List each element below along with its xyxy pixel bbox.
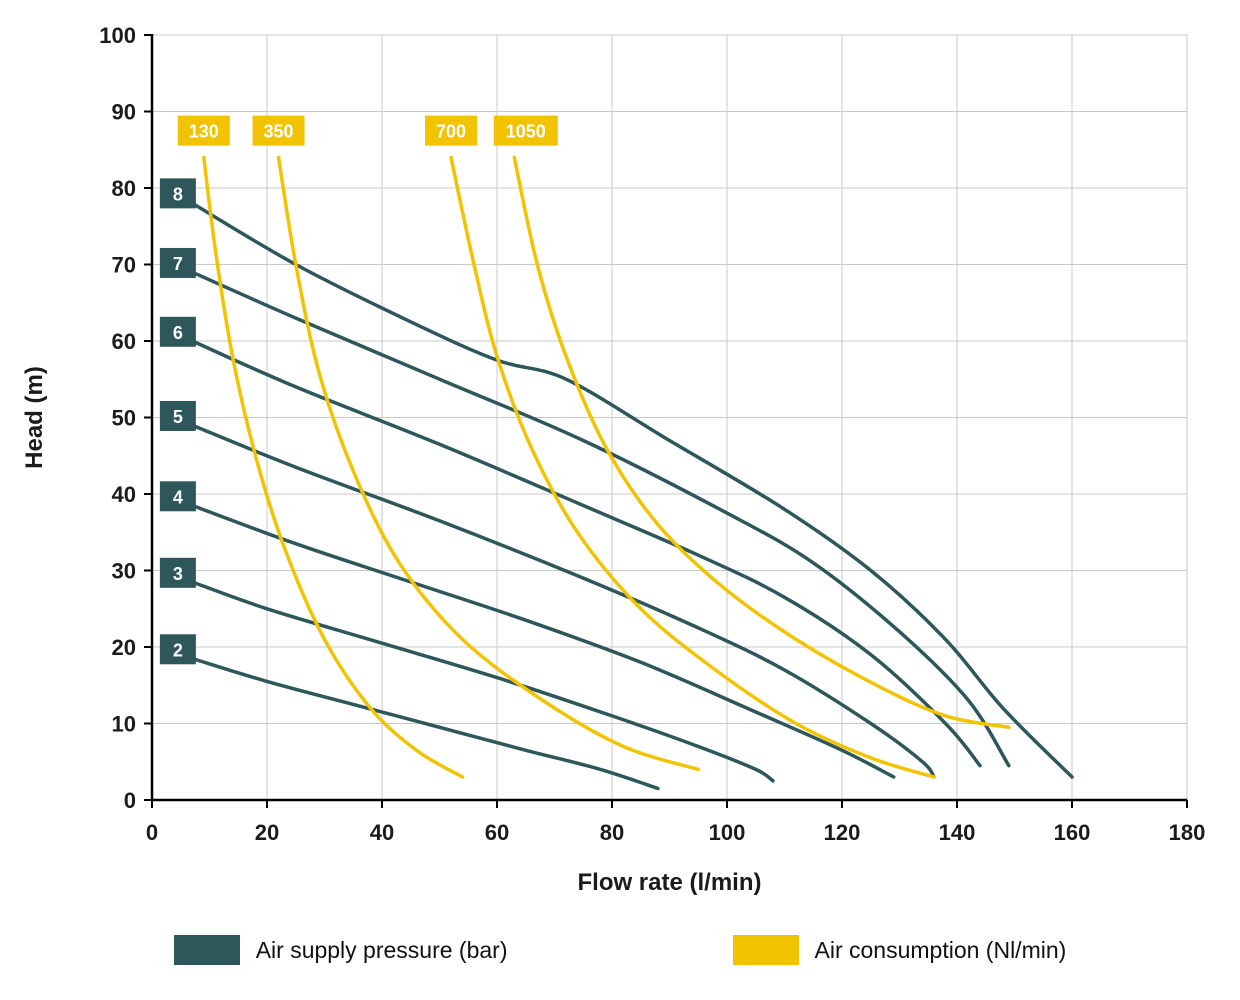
curve-consumption-1050 <box>512 155 1011 730</box>
x-tick-label: 180 <box>1169 820 1206 845</box>
curve-label-box-6 <box>159 316 196 347</box>
x-tick-label: 20 <box>255 820 279 845</box>
curve-consumption-700 <box>449 155 936 779</box>
curve-pressure-5 <box>190 423 936 779</box>
curve-label-box-8 <box>159 178 196 209</box>
x-axis-title: Flow rate (l/min) <box>577 869 761 895</box>
y-tick-label: 40 <box>112 482 136 507</box>
legend-item-consumption: Air consumption (Nl/min) <box>732 935 1067 965</box>
curve-label-text-5: 5 <box>173 407 183 427</box>
x-tick-label: 80 <box>600 820 624 845</box>
pressure-legend-label: Air supply pressure (bar) <box>255 936 508 963</box>
curve-label-box-700 <box>425 115 477 146</box>
curve-label-box-7 <box>159 247 196 278</box>
curve-pressure-6 <box>190 339 982 768</box>
x-tick-label: 0 <box>146 820 158 845</box>
x-tick-label: 100 <box>709 820 746 845</box>
x-tick-label: 40 <box>370 820 394 845</box>
curve-label-text-130: 130 <box>189 122 219 142</box>
y-tick-label: 100 <box>99 23 136 48</box>
consumption-swatch <box>732 935 799 965</box>
curve-label-text-2: 2 <box>173 640 183 660</box>
curve-label-box-350 <box>252 115 305 146</box>
x-tick-label: 60 <box>485 820 509 845</box>
curve-consumption-130 <box>202 155 465 779</box>
curve-label-text-6: 6 <box>173 323 183 343</box>
curve-pressure-8 <box>190 201 1074 779</box>
curve-pressure-7 <box>190 270 1011 768</box>
y-tick-label: 70 <box>112 253 136 278</box>
curve-label-text-4: 4 <box>173 487 183 507</box>
pressure-swatch <box>173 935 240 965</box>
y-tick-label: 10 <box>112 712 136 737</box>
chart-canvas: 0 20 40 60 80 100 120 140 160 180 0 10 20 30 40 50 60 70 8… <box>21 23 1206 895</box>
x-tick-label: 140 <box>939 820 976 845</box>
y-tick-label: 90 <box>112 100 136 125</box>
curve-consumption-350 <box>276 155 701 772</box>
curve-label-text-1050: 1050 <box>506 122 546 142</box>
curve-label-box-1050 <box>493 115 558 146</box>
y-tick-label: 30 <box>112 559 136 584</box>
curve-pressure-4 <box>190 503 896 779</box>
curve-pressure-2 <box>190 656 660 791</box>
curve-label-box-2 <box>159 634 196 665</box>
y-tick-label: 80 <box>112 176 136 201</box>
curve-pressure-3 <box>190 580 775 783</box>
curve-label-text-350: 350 <box>263 122 293 142</box>
curve-label-box-130 <box>177 115 230 146</box>
curve-label-box-3 <box>159 557 196 588</box>
y-tick-label: 0 <box>124 788 136 813</box>
y-tick-label: 20 <box>112 635 136 660</box>
curve-label-text-3: 3 <box>173 564 183 584</box>
curve-label-text-7: 7 <box>173 254 183 274</box>
legend-item-pressure: Air supply pressure (bar) <box>173 935 508 965</box>
y-tick-label: 60 <box>112 329 136 354</box>
y-tick-label: 50 <box>112 406 136 431</box>
curve-label-box-5 <box>159 400 196 431</box>
curve-label-text-8: 8 <box>173 184 183 204</box>
pump-performance-chart: 0 20 40 60 80 100 120 140 160 180 0 10 20 30 40 50 60 70 8… <box>21 23 1206 895</box>
legend: Air supply pressure (bar) Air consumptio… <box>0 895 1240 965</box>
x-tick-label: 160 <box>1054 820 1091 845</box>
curve-label-text-700: 700 <box>436 122 466 142</box>
y-axis-title: Head (m) <box>21 366 48 469</box>
curve-label-box-4 <box>159 481 196 512</box>
x-tick-label: 120 <box>824 820 861 845</box>
consumption-legend-label: Air consumption (Nl/min) <box>814 936 1067 963</box>
